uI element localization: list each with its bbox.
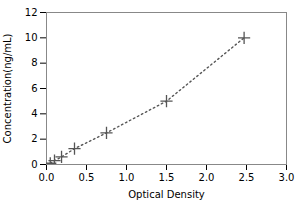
svg-text:8: 8 <box>31 57 37 68</box>
svg-text:0.0: 0.0 <box>39 172 55 183</box>
svg-text:1.5: 1.5 <box>159 172 175 183</box>
svg-text:2: 2 <box>31 133 37 144</box>
svg-text:6: 6 <box>31 83 37 94</box>
svg-text:3.0: 3.0 <box>279 172 295 183</box>
svg-text:Concentration(ng/mL): Concentration(ng/mL) <box>2 33 13 143</box>
svg-text:1.0: 1.0 <box>119 172 135 183</box>
svg-text:0: 0 <box>31 159 37 170</box>
svg-text:2.0: 2.0 <box>199 172 215 183</box>
svg-text:2.5: 2.5 <box>239 172 255 183</box>
svg-text:0.5: 0.5 <box>79 172 95 183</box>
svg-text:Optical Density: Optical Density <box>128 189 205 200</box>
svg-text:12: 12 <box>25 7 38 18</box>
svg-text:10: 10 <box>25 32 38 43</box>
svg-text:4: 4 <box>31 108 37 119</box>
